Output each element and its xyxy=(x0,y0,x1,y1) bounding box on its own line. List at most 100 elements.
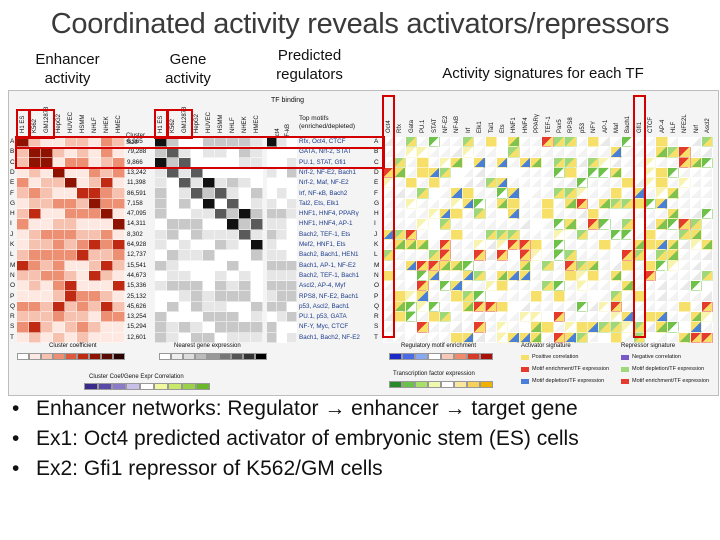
scale-swatch xyxy=(243,353,255,360)
motif-list: Bach1, AP-1, NF-E2 xyxy=(299,261,356,269)
row-letter: C xyxy=(10,158,15,166)
heatmap-cell xyxy=(53,291,65,302)
signature-cell xyxy=(701,291,714,302)
heatmap-cell xyxy=(191,260,203,271)
signature-cell xyxy=(508,229,520,240)
signature-cell xyxy=(531,229,543,240)
signature-cell xyxy=(417,157,429,168)
heatmap-cell xyxy=(227,281,239,292)
tf-column-label: Rfx xyxy=(397,124,404,133)
cluster-coefficient-label: Cluster coefficient xyxy=(49,343,97,349)
signature-cell xyxy=(428,147,440,158)
signature-cell xyxy=(531,137,543,148)
signature-cell xyxy=(485,291,497,302)
signature-cell xyxy=(462,147,475,158)
signature-cell xyxy=(439,301,452,313)
heatmap-cell xyxy=(215,301,227,313)
signature-cell xyxy=(610,137,623,148)
heatmap-cell xyxy=(251,209,263,220)
signature-cell xyxy=(394,260,406,271)
heatmap-cell xyxy=(239,291,251,302)
heatmap-cell xyxy=(239,270,251,282)
signature-cell xyxy=(417,137,429,148)
heatmap-cell xyxy=(251,219,263,230)
heatmap-cell xyxy=(155,332,167,343)
signature-cell xyxy=(701,239,714,251)
heatmap-cell xyxy=(179,198,191,210)
heatmap-cell xyxy=(277,137,287,148)
header-activity-signatures: Activity signatures for each TF xyxy=(442,65,644,82)
heatmap-cell xyxy=(239,312,251,323)
nearest-gene-label: Nearest gene expression xyxy=(174,343,241,349)
heatmap-cell xyxy=(89,167,101,179)
heatmap-cell xyxy=(287,137,297,148)
signature-cell xyxy=(519,239,532,251)
heatmap-cell xyxy=(17,301,29,313)
signature-cell xyxy=(405,188,418,199)
signature-cell xyxy=(462,281,475,292)
signature-cell xyxy=(485,147,497,158)
row-letter: D xyxy=(374,168,379,176)
signature-cell xyxy=(439,281,452,292)
heatmap-cell xyxy=(29,229,41,240)
signature-cell xyxy=(531,322,543,333)
signature-cell xyxy=(508,281,520,292)
heatmap-cell xyxy=(267,239,277,251)
legend-swatch xyxy=(521,355,529,360)
tf-column-label: STAT xyxy=(431,118,438,133)
signature-cell xyxy=(622,270,634,282)
heatmap-cell xyxy=(17,178,29,189)
scale-swatch xyxy=(441,381,454,388)
signature-cell xyxy=(679,137,691,148)
legend-label: Motif enrichment/TF expression xyxy=(532,366,610,372)
row-letter: P xyxy=(10,292,15,300)
heatmap-cell xyxy=(287,322,297,333)
signature-cell xyxy=(519,188,532,199)
heatmap-cell xyxy=(215,209,227,220)
heatmap-cell xyxy=(17,250,29,261)
tf-column-label: Ets xyxy=(500,124,506,133)
signature-cell xyxy=(451,291,463,302)
signature-cell xyxy=(656,198,668,210)
heatmap-cell xyxy=(101,250,113,261)
heatmap-cell xyxy=(17,209,29,220)
signature-cell xyxy=(701,147,714,158)
row-letter: T xyxy=(10,333,14,341)
signature-cell xyxy=(679,301,691,313)
signature-cell xyxy=(553,291,566,302)
heatmap-cell xyxy=(287,281,297,292)
regulator-figure: H1 ES K562 GM12878 HepG2 HUVEC HSMM NHLF NHEK HM… xyxy=(8,90,719,396)
heatmap-cell xyxy=(77,281,89,292)
signature-cell xyxy=(667,167,680,179)
signature-cell xyxy=(485,239,497,251)
signature-cell xyxy=(474,209,486,220)
signature-cell xyxy=(667,270,680,282)
signature-cell xyxy=(701,178,714,189)
heatmap-cell xyxy=(155,137,167,148)
signature-cell xyxy=(690,157,702,168)
signature-cell xyxy=(428,167,440,179)
signature-cell xyxy=(519,147,532,158)
heatmap-cell xyxy=(179,332,191,343)
heatmap-cell xyxy=(113,219,125,230)
heatmap-cell xyxy=(113,209,125,220)
heatmap-cell xyxy=(101,188,113,199)
signature-cell xyxy=(531,188,543,199)
tf-column-label: NFY xyxy=(591,121,598,133)
heatmap-cell xyxy=(167,219,179,230)
heatmap-cell xyxy=(179,250,191,261)
signature-cell xyxy=(451,270,463,282)
heatmap-cell xyxy=(167,198,179,210)
legend-label: Motif enrichment/TF expression xyxy=(632,378,710,384)
heatmap-cell xyxy=(215,229,227,240)
signature-cell xyxy=(462,157,475,168)
signature-cell xyxy=(622,301,634,313)
signature-cell xyxy=(588,219,600,230)
heatmap-cell xyxy=(29,291,41,302)
heatmap-cell xyxy=(203,188,215,199)
heatmap-cell xyxy=(41,260,53,271)
row-letter: P xyxy=(374,292,379,300)
signature-cell xyxy=(565,188,577,199)
heatmap-cell xyxy=(191,198,203,210)
signature-cell xyxy=(474,219,486,230)
